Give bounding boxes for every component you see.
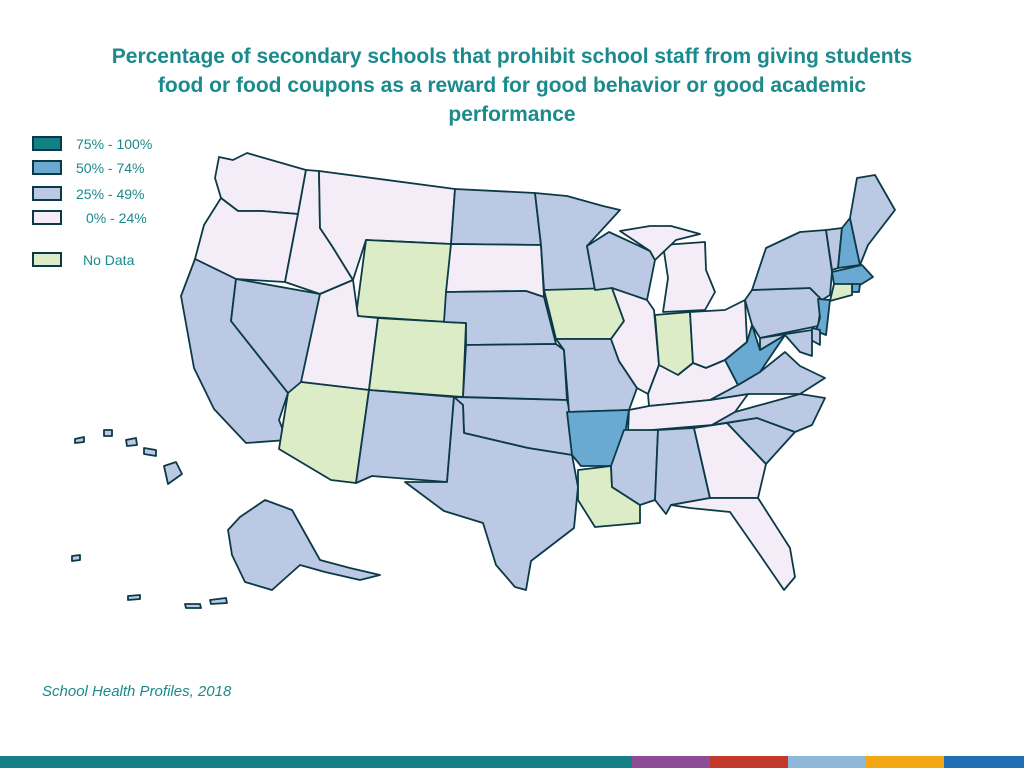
state-il bbox=[610, 287, 660, 395]
state-ak bbox=[227, 499, 381, 591]
title-line-1: Percentage of secondary schools that pro… bbox=[111, 45, 913, 68]
legend-label: No Data bbox=[83, 252, 135, 268]
state-wy bbox=[355, 239, 452, 323]
ak-island-2 bbox=[209, 597, 228, 605]
footer-segment bbox=[944, 756, 1024, 768]
footer-segment bbox=[632, 756, 710, 768]
hi-island-2 bbox=[125, 437, 138, 447]
state-ks bbox=[462, 343, 568, 401]
title-line-2: food or food coupons as a reward for goo… bbox=[157, 74, 867, 97]
ak-island-1 bbox=[184, 603, 202, 609]
footer-segment bbox=[0, 756, 632, 768]
footer-segment bbox=[710, 756, 788, 768]
ak-island-4 bbox=[71, 554, 81, 562]
state-ct bbox=[829, 283, 853, 302]
state-md bbox=[759, 329, 813, 357]
hi-island-3 bbox=[143, 447, 157, 457]
state-nd bbox=[450, 188, 542, 246]
legend-label: 0% - 24% bbox=[86, 210, 147, 226]
legend-label: 50% - 74% bbox=[76, 160, 145, 176]
state-nj bbox=[815, 298, 831, 336]
footer-segment bbox=[788, 756, 866, 768]
title-line-3: performance bbox=[448, 103, 576, 126]
legend-swatch bbox=[32, 252, 62, 267]
legend-swatch bbox=[32, 160, 62, 175]
chart-title: Percentage of secondary schools that pro… bbox=[20, 42, 1004, 129]
source-citation: School Health Profiles, 2018 bbox=[42, 683, 232, 700]
legend-label: 75% - 100% bbox=[76, 136, 153, 152]
state-ia bbox=[543, 287, 625, 340]
state-mi-up bbox=[619, 225, 701, 261]
state-fl bbox=[670, 497, 796, 591]
footer-segment bbox=[866, 756, 944, 768]
state-az bbox=[278, 381, 370, 484]
hi-island-4 bbox=[74, 436, 85, 444]
state-nc bbox=[711, 393, 826, 433]
state-nm bbox=[355, 389, 455, 484]
state-co bbox=[368, 317, 467, 398]
legend-swatch bbox=[32, 186, 62, 201]
hi-island-1 bbox=[103, 429, 113, 437]
state-sd bbox=[445, 243, 545, 298]
legend-label: 25% - 49% bbox=[76, 186, 145, 202]
state-mi bbox=[662, 241, 716, 313]
legend-swatch bbox=[32, 136, 62, 151]
state-ma bbox=[831, 264, 874, 286]
state-me bbox=[849, 174, 896, 266]
legend-swatch bbox=[32, 210, 62, 225]
state-ny bbox=[751, 229, 833, 301]
state-ri bbox=[851, 283, 861, 293]
state-hi bbox=[163, 461, 183, 485]
ak-island-3 bbox=[127, 594, 141, 601]
footer-color-bar bbox=[0, 756, 1024, 768]
state-tx bbox=[404, 396, 579, 591]
